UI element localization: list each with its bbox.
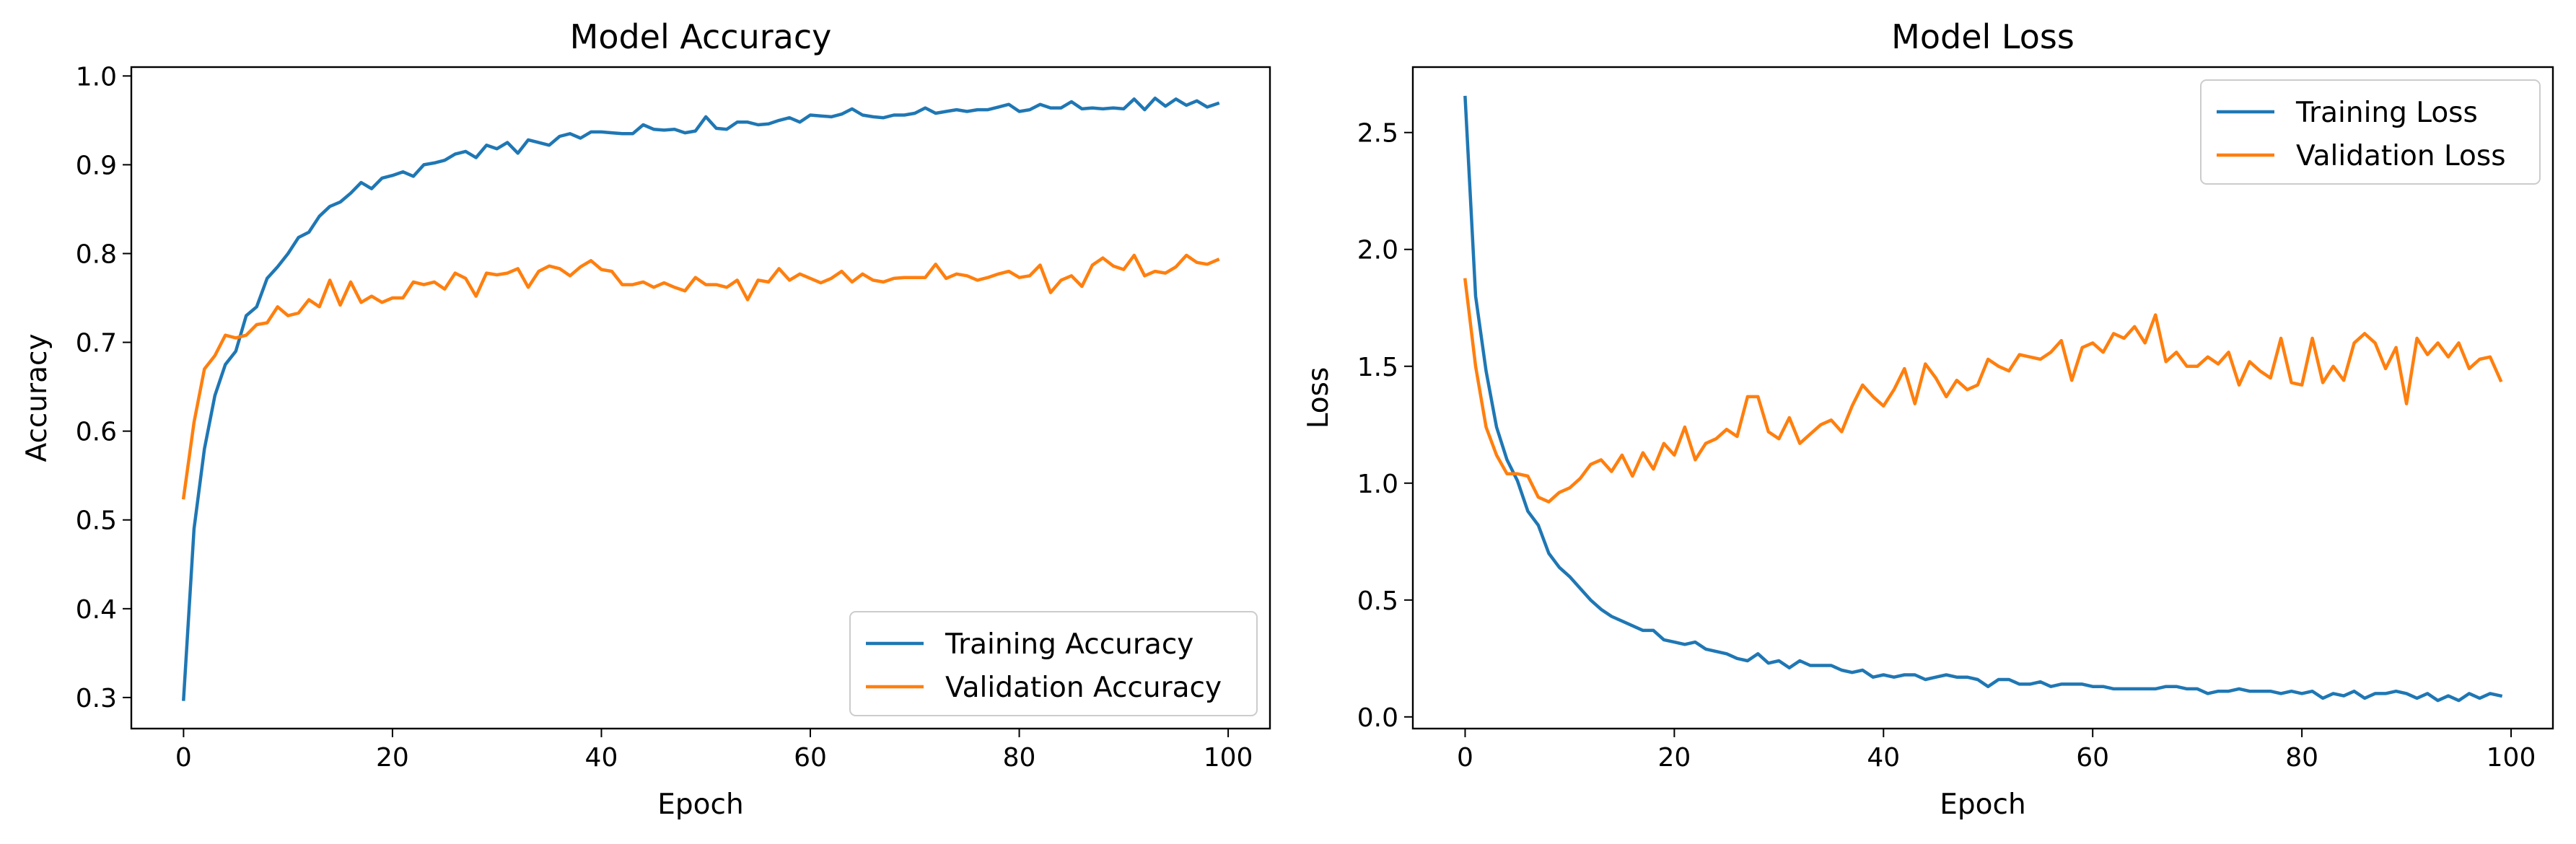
legend-entry-label: Training Accuracy bbox=[945, 628, 1193, 661]
y-tick-label: 0.0 bbox=[1357, 703, 1398, 733]
chart-title: Model Accuracy bbox=[570, 17, 832, 56]
y-tick-label: 1.0 bbox=[1357, 470, 1398, 499]
x-tick-label: 60 bbox=[2076, 743, 2109, 773]
legend-box bbox=[2200, 79, 2541, 185]
x-tick-label: 40 bbox=[585, 743, 618, 773]
y-tick-label: 0.9 bbox=[76, 151, 117, 180]
series-line-training-accuracy bbox=[182, 96, 1220, 701]
legend: Training Accuracy Validation Accuracy bbox=[849, 611, 1258, 716]
y-axis-label: Accuracy bbox=[21, 333, 53, 462]
legend: Training Loss Validation Loss bbox=[2200, 79, 2541, 185]
axes-frame bbox=[1411, 66, 2554, 730]
x-tick-label: 80 bbox=[1003, 743, 1036, 773]
x-tick-label: 0 bbox=[1457, 743, 1473, 773]
series-line-validation-loss bbox=[1463, 278, 2503, 504]
y-tick-label: 0.7 bbox=[76, 329, 117, 359]
series-line-validation-accuracy bbox=[181, 253, 1220, 500]
series-line-training-loss bbox=[1463, 95, 2503, 703]
y-tick-label: 0.8 bbox=[76, 239, 117, 269]
x-tick-label: 60 bbox=[794, 743, 827, 773]
y-axis-label: Loss bbox=[1302, 367, 1335, 429]
x-tick-label: 80 bbox=[2285, 743, 2318, 773]
y-tick-label: 1.0 bbox=[76, 62, 117, 92]
x-tick-label: 20 bbox=[1657, 743, 1691, 773]
x-axis-label: Epoch bbox=[657, 788, 743, 821]
y-tick-label: 0.4 bbox=[76, 595, 117, 625]
x-tick-label: 100 bbox=[1204, 743, 1253, 773]
y-tick-label: 2.5 bbox=[1357, 119, 1398, 149]
x-tick-label: 0 bbox=[175, 743, 192, 773]
y-tick-label: 0.3 bbox=[76, 684, 117, 713]
x-tick-label: 20 bbox=[376, 743, 409, 773]
chart-panel-2: Model Loss 0 20 40 60 80 100 0.0 0.5 1.0 1.5 2.0 2.5… bbox=[1302, 17, 2554, 821]
x-tick-label: 100 bbox=[2487, 743, 2536, 773]
legend-box bbox=[849, 611, 1258, 716]
chart-title: Model Loss bbox=[1891, 17, 2075, 56]
x-tick-label: 40 bbox=[1867, 743, 1900, 773]
axes-frame bbox=[130, 66, 1271, 730]
legend-entry-label: Training Loss bbox=[2295, 97, 2478, 129]
y-tick-label: 2.0 bbox=[1357, 236, 1398, 265]
y-tick-label: 1.5 bbox=[1357, 353, 1398, 382]
legend-entry-label: Validation Accuracy bbox=[945, 672, 1222, 704]
legend-entry-label: Validation Loss bbox=[2296, 140, 2506, 172]
chart-panels: Model Accuracy 0 20 40 60 80 100 0.3 0.4 0.5 0.6 0.… bbox=[21, 17, 2554, 821]
y-tick-label: 0.6 bbox=[76, 418, 117, 447]
x-axis-label: Epoch bbox=[1940, 788, 2025, 821]
y-tick-label: 0.5 bbox=[1357, 586, 1398, 616]
y-tick-label: 0.5 bbox=[76, 506, 117, 536]
chart-panel-1: Model Accuracy 0 20 40 60 80 100 0.3 0.4 0.5 0.6 0.… bbox=[21, 17, 1271, 821]
